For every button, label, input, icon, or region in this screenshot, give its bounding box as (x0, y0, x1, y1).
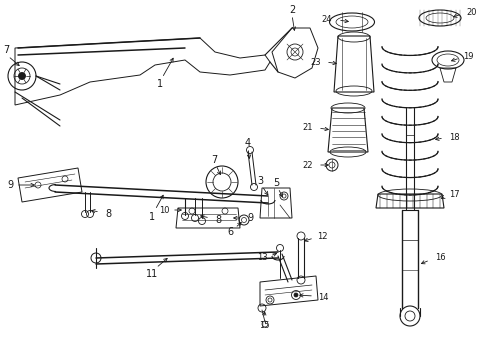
Text: 6: 6 (226, 227, 233, 237)
Text: 4: 4 (244, 138, 250, 148)
Text: 23: 23 (310, 58, 321, 67)
Text: 10: 10 (159, 206, 169, 215)
Text: 16: 16 (434, 253, 445, 262)
Text: 19: 19 (462, 51, 472, 60)
Text: 5: 5 (272, 178, 279, 188)
Text: 1: 1 (149, 212, 155, 222)
Text: 8: 8 (215, 215, 221, 225)
Text: 11: 11 (145, 269, 158, 279)
Text: 9: 9 (7, 180, 13, 190)
Text: 14: 14 (317, 292, 327, 302)
Text: 8: 8 (105, 209, 111, 219)
Text: 12: 12 (316, 231, 326, 240)
Text: 9: 9 (246, 213, 253, 223)
Circle shape (293, 293, 297, 297)
Text: 24: 24 (321, 14, 331, 23)
Text: 17: 17 (448, 189, 458, 198)
Text: 13: 13 (256, 253, 267, 262)
Text: 20: 20 (466, 8, 476, 17)
Text: 22: 22 (302, 161, 313, 170)
Text: 3: 3 (256, 176, 263, 186)
Text: 15: 15 (258, 320, 269, 329)
Text: 2: 2 (288, 5, 295, 15)
Text: 7: 7 (3, 45, 9, 55)
Text: 1: 1 (157, 79, 163, 89)
Circle shape (19, 72, 25, 80)
Text: 21: 21 (302, 122, 313, 131)
Text: 7: 7 (210, 155, 217, 165)
Text: 18: 18 (448, 132, 458, 141)
